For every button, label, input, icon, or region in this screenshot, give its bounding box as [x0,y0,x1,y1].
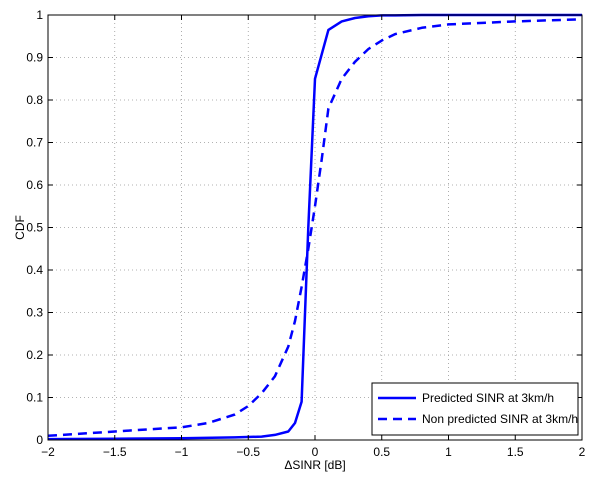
x-tick-label: −1.5 [103,445,127,459]
x-tick-label: −1 [175,445,189,459]
x-tick-label: 1.5 [507,445,524,459]
y-tick-label: 0.9 [26,51,43,65]
axis-ticks: −2 −1.5 −1 −0.5 0 0.5 1 1.5 2 0 0.1 0.2 0.3 0.4 0.5 0.6… [26,8,585,459]
x-tick-label: 0 [312,445,319,459]
y-tick-label: 1 [36,8,43,22]
series-line-non-predicted [47,18,583,438]
x-tick-label: −2 [41,445,55,459]
legend-label-non-predicted: Non predicted SINR at 3km/h [422,412,578,426]
y-tick-label: 0.5 [26,221,43,235]
y-tick-label: 0.4 [26,263,43,277]
y-tick-label: 0.7 [26,136,43,150]
legend: Predicted SINR at 3km/h Non predicted SI… [371,382,579,436]
x-tick-label: −0.5 [236,445,260,459]
x-axis-label: ΔSINR [dB] [284,458,345,472]
legend-box [371,382,579,436]
x-tick-label: 2 [579,445,586,459]
x-tick-label: 1 [445,445,452,459]
y-tick-label: 0.3 [26,306,43,320]
legend-label-predicted: Predicted SINR at 3km/h [422,391,554,405]
y-tick-label: 0 [36,433,43,447]
y-axis-label: CDF [13,215,27,240]
y-tick-label: 0.6 [26,178,43,192]
x-tick-label: 0.5 [373,445,390,459]
grid [48,15,582,440]
y-tick-label: 0.1 [26,391,43,405]
y-tick-label: 0.8 [26,93,43,107]
y-tick-label: 0.2 [26,348,43,362]
